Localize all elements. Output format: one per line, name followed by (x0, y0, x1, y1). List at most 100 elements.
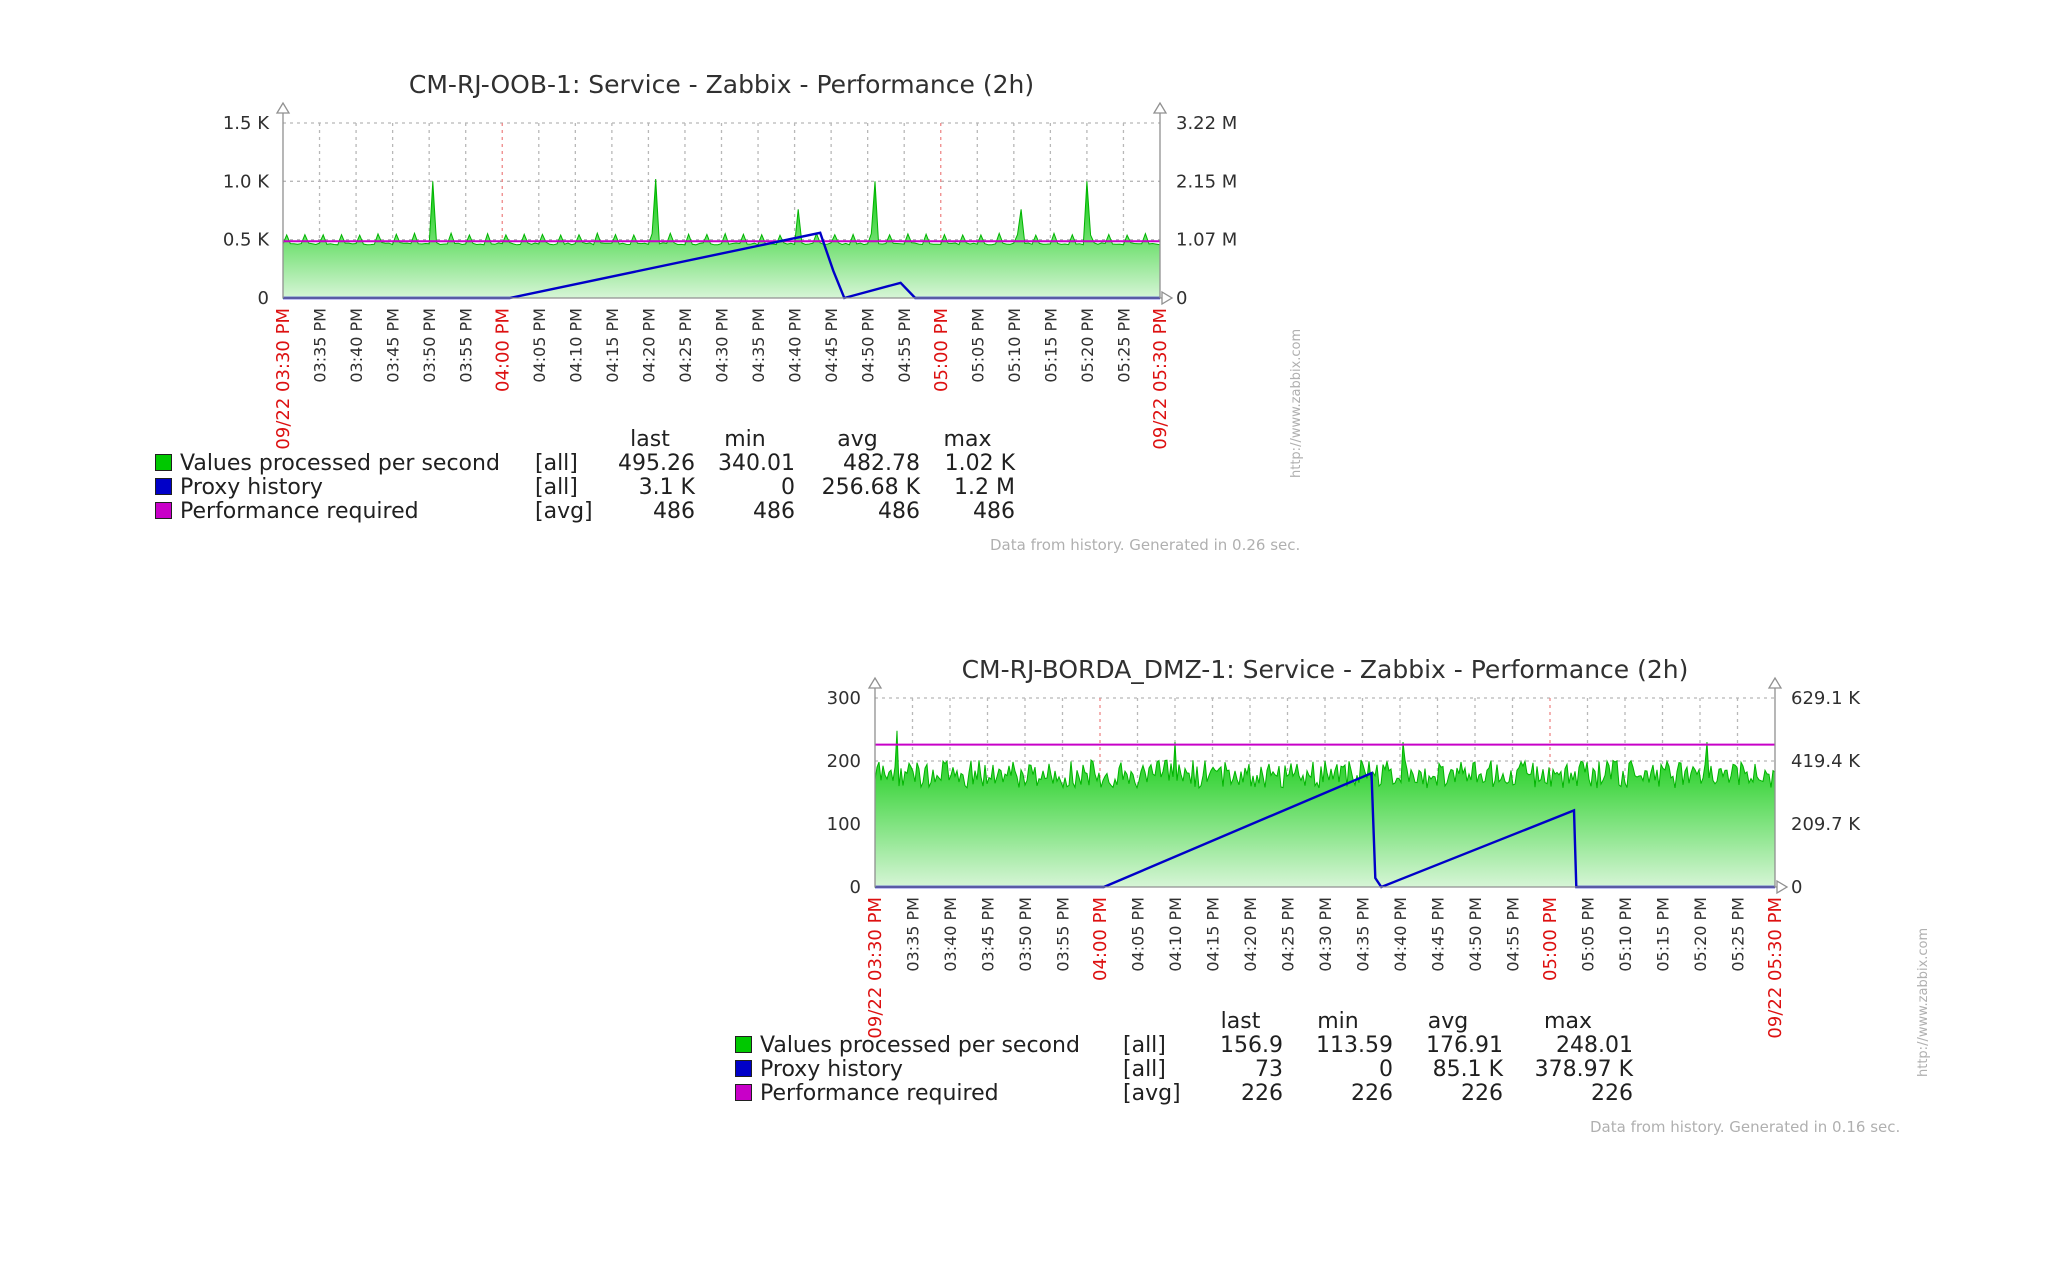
y-left-tick: 100 (827, 814, 861, 835)
series-values-processed (282, 178, 1161, 299)
legend-avg: 482.78 (843, 451, 920, 476)
chart-title: CM-RJ-BORDA_DMZ-1: Service - Zabbix - Pe… (962, 655, 1689, 684)
watermark: http://www.zabbix.com (1289, 329, 1304, 478)
y-left-tick: 0.5 K (223, 230, 270, 251)
x-major-tick: 04:00 PM (492, 308, 513, 392)
legend-max: 248.01 (1556, 1033, 1633, 1058)
legend-min: 340.01 (718, 451, 795, 476)
x-tick: 04:40 PM (1391, 897, 1410, 972)
series-values-processed (874, 730, 1776, 888)
x-tick: 03:55 PM (457, 308, 476, 383)
chart-oob: CM-RJ-OOB-1: Service - Zabbix - Performa… (223, 70, 1304, 478)
legend-func: [avg] (535, 499, 593, 524)
legend-avg: 176.91 (1426, 1033, 1503, 1058)
legend-avg: 226 (1461, 1081, 1503, 1106)
series-proxy-history (283, 231, 1160, 300)
x-tick: 03:45 PM (384, 308, 403, 383)
legend-max: 1.02 K (944, 451, 1015, 476)
y-right-tick: 0 (1176, 288, 1187, 309)
y-left-tick: 300 (827, 688, 861, 709)
x-tick: 05:25 PM (1114, 308, 1133, 383)
x-tick: 03:35 PM (904, 897, 923, 972)
y-left-tick: 0 (258, 288, 269, 309)
x-tick: 04:05 PM (1129, 897, 1148, 972)
legend-row: Performance required [avg] 486 486 486 4… (155, 500, 1015, 524)
x-major-tick: 09/22 05:30 PM (1150, 308, 1171, 450)
x-major-tick: 09/22 05:30 PM (1765, 897, 1786, 1039)
x-tick: 05:05 PM (1579, 897, 1598, 972)
legend-func: [all] (535, 475, 578, 500)
footer-generated: Data from history. Generated in 0.26 sec… (990, 536, 1301, 554)
x-tick: 04:10 PM (566, 308, 585, 383)
watermark: http://www.zabbix.com (1916, 928, 1931, 1077)
x-tick: 04:55 PM (895, 308, 914, 383)
y-left-tick: 0 (850, 877, 861, 898)
legend-borda-dmz: last min avg max Values processed per se… (735, 1010, 1633, 1106)
legend-header-last: last (630, 427, 670, 452)
series-proxy-history (875, 771, 1775, 889)
y-left-tick: 200 (827, 751, 861, 772)
x-tick: 04:50 PM (859, 308, 878, 383)
x-axis-arrow (1776, 879, 1789, 895)
x-major-tick: 04:00 PM (1090, 897, 1111, 981)
x-tick: 03:45 PM (979, 897, 998, 972)
x-tick: 04:10 PM (1166, 897, 1185, 972)
x-tick: 04:45 PM (1429, 897, 1448, 972)
x-tick: 03:55 PM (1054, 897, 1073, 972)
legend-header-avg: avg (1427, 1009, 1469, 1034)
x-tick: 03:50 PM (1016, 897, 1035, 972)
x-tick: 03:40 PM (941, 897, 960, 972)
x-tick: 05:05 PM (968, 308, 987, 383)
x-tick: 04:30 PM (1316, 897, 1335, 972)
legend-header-min: min (1317, 1009, 1359, 1034)
y-right-tick: 2.15 M (1176, 171, 1237, 192)
legend-max: 226 (1591, 1081, 1633, 1106)
legend-func: [all] (535, 451, 578, 476)
x-tick: 05:20 PM (1691, 897, 1710, 972)
swatch-proxy-history (735, 1060, 752, 1077)
legend-func: [all] (1123, 1057, 1166, 1082)
x-tick: 04:30 PM (713, 308, 732, 383)
graph-oob: CM-RJ-OOB-1: Service - Zabbix - Performa… (150, 68, 1304, 568)
legend-row: Proxy history [all] 73 0 85.1 K 378.97 K (735, 1058, 1633, 1082)
y-right-tick: 0 (1791, 877, 1802, 898)
x-tick: 03:50 PM (420, 308, 439, 383)
x-major-tick: 05:00 PM (1540, 897, 1561, 981)
legend-last: 226 (1241, 1081, 1283, 1106)
x-tick: 05:10 PM (1616, 897, 1635, 972)
legend-series-name: Values processed per second (760, 1033, 1080, 1058)
legend-series-name: Values processed per second (180, 451, 500, 476)
swatch-values-processed (155, 454, 172, 471)
legend-row: Proxy history [all] 3.1 K 0 256.68 K 1.2… (155, 476, 1015, 500)
legend-max: 378.97 K (1534, 1057, 1633, 1082)
legend-last: 486 (653, 499, 695, 524)
legend-min: 0 (781, 475, 795, 500)
x-major-tick: 09/22 03:30 PM (273, 308, 294, 450)
y-left-tick: 1.5 K (223, 113, 270, 134)
legend-func: [all] (1123, 1033, 1166, 1058)
legend-last: 156.9 (1220, 1033, 1283, 1058)
legend-row: Performance required [avg] 226 226 226 2… (735, 1082, 1633, 1106)
x-tick: 05:25 PM (1729, 897, 1748, 972)
legend-min: 486 (753, 499, 795, 524)
x-tick: 03:40 PM (347, 308, 366, 383)
footer-generated: Data from history. Generated in 0.16 sec… (1590, 1118, 1901, 1136)
x-major-tick: 05:00 PM (931, 308, 952, 392)
x-tick: 04:25 PM (676, 308, 695, 383)
legend-min: 113.59 (1316, 1033, 1393, 1058)
swatch-performance-required (735, 1084, 752, 1101)
x-tick: 05:20 PM (1078, 308, 1097, 383)
x-tick: 04:35 PM (749, 308, 768, 383)
x-tick: 04:40 PM (786, 308, 805, 383)
legend-row: Values processed per second [all] 156.9 … (735, 1034, 1633, 1058)
legend-avg: 256.68 K (821, 475, 920, 500)
x-tick: 05:10 PM (1005, 308, 1024, 383)
x-tick: 04:35 PM (1354, 897, 1373, 972)
legend-row: Values processed per second [all] 495.26… (155, 452, 1015, 476)
x-major-tick: 09/22 03:30 PM (865, 897, 886, 1039)
swatch-values-processed (735, 1036, 752, 1053)
legend-min: 0 (1379, 1057, 1393, 1082)
x-tick: 04:20 PM (1241, 897, 1260, 972)
legend-series-name: Performance required (760, 1081, 999, 1106)
x-tick: 04:25 PM (1279, 897, 1298, 972)
